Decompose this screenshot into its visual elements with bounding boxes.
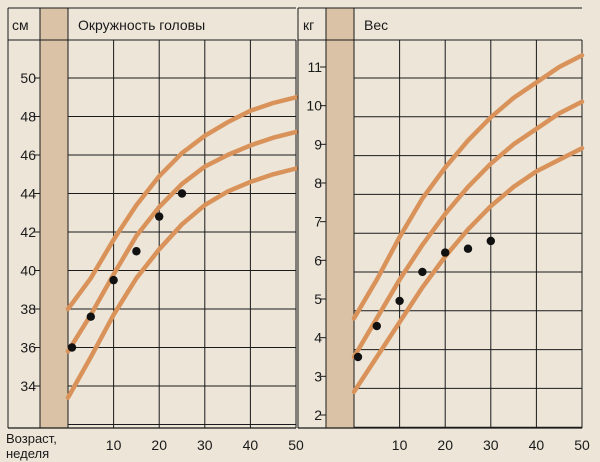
weight-y-tick-label: 9	[314, 136, 322, 152]
weight-measurement-points	[353, 236, 495, 362]
head-y-tick-label: 34	[20, 378, 36, 394]
head-x-tick-label: 30	[197, 437, 213, 453]
weight-data-point	[486, 236, 495, 246]
head-axis-sidebar	[40, 8, 68, 428]
weight-x-tick-label: 30	[483, 437, 499, 453]
weight-y-tick-label: 10	[306, 98, 322, 114]
head-data-point	[177, 189, 187, 198]
head-x-tick-label: 10	[106, 437, 122, 453]
weight-axis-sidebar	[326, 8, 354, 428]
weight-x-tick-label: 20	[437, 437, 453, 453]
weight-data-point	[372, 321, 381, 331]
head-x-tick-label: 20	[151, 437, 167, 453]
head-data-point	[86, 312, 96, 321]
weight-y-tick-label: 5	[314, 291, 322, 307]
head-y-ticks: 34 36 38 40 42 44 46 48 50	[20, 70, 40, 394]
weight-y-tick-label: 7	[314, 214, 322, 230]
head-y-tick-label: 50	[20, 70, 36, 86]
head-data-point	[132, 247, 141, 256]
head-x-tick-label: 40	[243, 437, 259, 453]
weight-y-ticks: 2 3 4 5 6 7 8 9 10 11	[306, 59, 326, 423]
head-y-tick-label: 48	[20, 109, 36, 125]
weight-data-point	[418, 267, 427, 277]
weight-percentile-curve-3	[351, 145, 585, 395]
head-percentile-curve-1	[65, 95, 299, 312]
weight-data-point	[353, 352, 363, 362]
head-y-tick-label: 46	[20, 147, 36, 163]
head-data-point	[109, 275, 118, 285]
head-y-tick-label: 42	[20, 224, 36, 240]
x-axis-label-line2: неделя	[6, 446, 49, 461]
head-x-tick-label: 50	[288, 437, 304, 453]
head-y-tick-label: 36	[20, 340, 36, 356]
weight-x-ticks: 10 20 30 40 50	[392, 437, 590, 453]
weight-x-tick-label: 40	[529, 437, 545, 453]
weight-data-point	[395, 296, 404, 306]
weight-y-tick-label: 11	[307, 59, 322, 75]
head-chart-title: Окружность головы	[78, 17, 205, 33]
head-y-tick-label: 38	[20, 301, 36, 317]
weight-panel: 2 3 4 5 6 7 8 9 10 11 10 20 30 40 50 кг Вес	[297, 7, 590, 453]
weight-data-point	[463, 244, 473, 253]
weight-percentile-curves	[351, 53, 585, 395]
weight-percentile-curve-1	[351, 53, 585, 321]
weight-y-tick-label: 2	[314, 407, 322, 423]
weight-percentile-curve-2	[351, 99, 585, 360]
weight-y-tick-label: 6	[314, 252, 322, 268]
weight-y-tick-label: 8	[314, 175, 322, 191]
weight-x-tick-label: 10	[392, 437, 408, 453]
x-axis-label-line1: Возраст,	[6, 431, 57, 446]
head-percentile-curve-3	[65, 166, 299, 400]
weight-unit-label: кг	[303, 17, 314, 33]
head-data-point	[155, 212, 164, 221]
head-data-point	[67, 343, 77, 352]
weight-y-tick-label: 4	[314, 330, 322, 346]
weight-data-point	[441, 248, 450, 257]
head-x-ticks: 10 20 30 40 50	[106, 437, 304, 453]
head-unit-label: см	[12, 17, 29, 33]
head-y-tick-label: 44	[20, 186, 36, 202]
head-percentile-curve-2	[65, 129, 299, 354]
weight-grid	[297, 7, 583, 429]
head-y-tick-label: 40	[20, 263, 36, 279]
head-percentile-curves	[65, 95, 299, 400]
weight-x-tick-label: 50	[574, 437, 590, 453]
weight-y-tick-label: 3	[314, 368, 322, 384]
head-circumference-panel: 34 36 38 40 42 44 46 48 50 10 20 30 40 50 см Окружно…	[7, 7, 304, 453]
weight-chart-title: Вес	[364, 17, 388, 33]
head-measurement-points	[67, 189, 187, 352]
